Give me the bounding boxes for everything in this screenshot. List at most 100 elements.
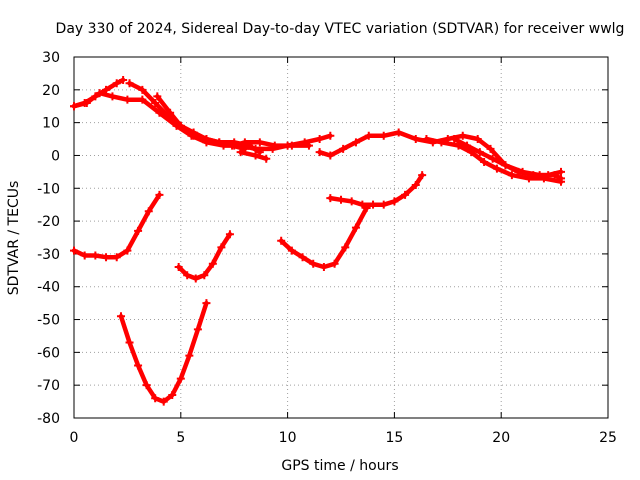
data-point <box>176 121 185 130</box>
data-point <box>437 138 446 147</box>
data-point <box>401 190 410 199</box>
data-point <box>347 197 356 206</box>
data-point <box>125 338 134 347</box>
data-point <box>155 190 164 199</box>
data-point <box>315 148 324 157</box>
series-line <box>451 136 564 178</box>
data-point <box>193 325 202 334</box>
series-track-k <box>116 299 211 406</box>
y-axis: -80 -70 -60 -50 -40 -30 -20 -10 0 10 20 30 <box>37 50 608 427</box>
data-point <box>326 151 335 160</box>
series-line <box>278 205 369 270</box>
series-track-b <box>70 89 335 153</box>
y-tick-label: -50 <box>37 313 60 329</box>
series-line <box>127 81 248 152</box>
data-point <box>287 141 296 150</box>
data-point <box>236 148 245 157</box>
data-point <box>422 135 431 144</box>
data-point <box>326 194 335 203</box>
series-line <box>71 90 333 152</box>
data-point <box>176 374 185 383</box>
data-point <box>473 135 482 144</box>
y-tick-label: -70 <box>37 378 60 394</box>
data-point <box>557 177 566 186</box>
data-point <box>394 128 403 137</box>
data-point <box>70 246 78 255</box>
y-tick-label: 30 <box>42 50 60 66</box>
data-point <box>277 236 286 245</box>
x-tick-label: 15 <box>385 430 403 446</box>
data-point <box>341 243 350 252</box>
data-point <box>95 89 104 98</box>
data-point <box>492 164 501 173</box>
data-point <box>326 131 335 140</box>
x-axis: 0 5 10 15 20 25 <box>70 57 617 446</box>
data-point <box>358 200 367 209</box>
data-point <box>185 351 194 360</box>
data-point <box>225 230 234 239</box>
data-point <box>240 138 249 147</box>
y-tick-label: -80 <box>37 411 60 427</box>
data-point <box>339 144 348 153</box>
data-point <box>82 98 91 107</box>
series-group <box>70 75 566 406</box>
data-point <box>418 171 427 180</box>
series-track-e <box>230 138 313 150</box>
data-point <box>251 151 260 160</box>
data-point <box>351 138 360 147</box>
data-point <box>123 95 132 104</box>
data-point <box>168 391 177 400</box>
data-point <box>379 200 388 209</box>
data-point <box>557 167 566 176</box>
y-tick-label: 20 <box>42 83 60 99</box>
series-track-d <box>153 92 264 157</box>
x-tick-label: 10 <box>279 430 297 446</box>
y-axis-label: SDTVAR / TECUs <box>6 181 22 296</box>
series-track-m <box>277 203 371 272</box>
data-point <box>507 171 516 180</box>
data-point <box>102 253 111 262</box>
data-point <box>191 274 200 283</box>
x-tick-label: 0 <box>70 430 79 446</box>
data-point <box>529 171 538 180</box>
series-track-f <box>236 148 271 163</box>
data-point <box>166 108 175 117</box>
data-point <box>298 253 307 262</box>
data-point <box>230 141 239 150</box>
x-tick-label: 5 <box>176 430 185 446</box>
data-point <box>215 138 224 147</box>
data-point <box>217 243 226 252</box>
series-line <box>118 300 209 404</box>
series-track-l <box>174 230 234 283</box>
x-axis-label: GPS time / hours <box>281 458 398 474</box>
data-point <box>514 167 523 176</box>
data-point <box>183 271 192 280</box>
data-point <box>112 79 121 88</box>
y-tick-label: -30 <box>37 247 60 263</box>
data-point <box>379 131 388 140</box>
data-point <box>80 251 89 260</box>
data-point <box>144 207 153 216</box>
data-point <box>70 102 78 111</box>
series-line <box>71 192 162 260</box>
data-point <box>337 195 345 204</box>
data-point <box>480 158 489 167</box>
series-track-h <box>422 135 566 186</box>
y-tick-label: -10 <box>37 181 60 197</box>
data-point <box>488 154 497 163</box>
x-tick-label: 20 <box>492 430 510 446</box>
grid-lines <box>74 57 608 418</box>
data-point <box>208 259 217 268</box>
series-track-i <box>450 135 566 180</box>
y-tick-label: -40 <box>37 280 60 296</box>
data-point <box>119 75 128 84</box>
data-point <box>475 148 484 157</box>
data-point <box>463 141 472 150</box>
data-point <box>544 171 553 180</box>
data-point <box>189 131 198 140</box>
data-point <box>151 394 160 403</box>
chart-title: Day 330 of 2024, Sidereal Day-to-day VTE… <box>56 21 625 37</box>
x-tick-label: 25 <box>599 430 617 446</box>
data-point <box>200 271 209 280</box>
